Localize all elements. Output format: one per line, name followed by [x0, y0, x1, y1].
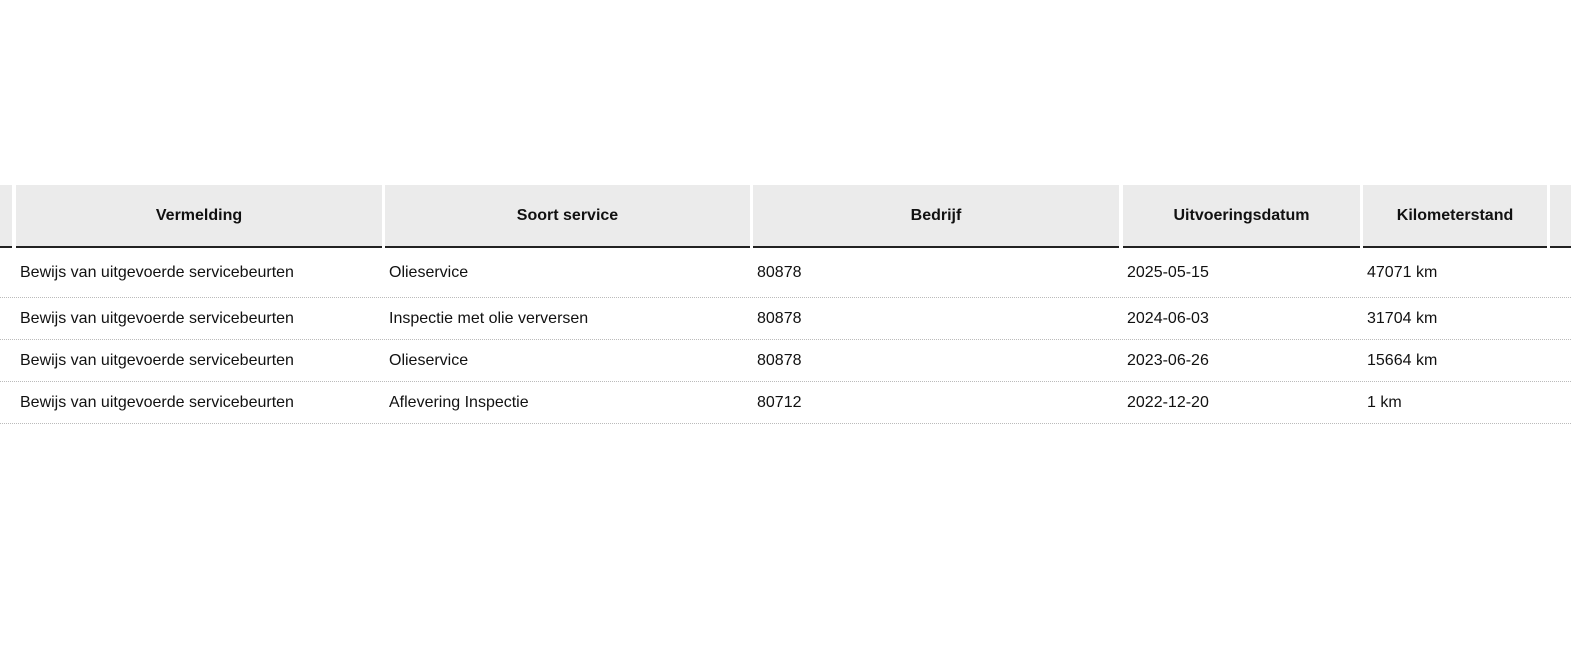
- table-row: Bewijs van uitgevoerde servicebeurten Oli…: [0, 248, 1571, 298]
- service-history-table: Vermelding Soort service Bedrijf Uitvoer…: [0, 185, 1571, 424]
- cell-uitvoeringsdatum: 2024-06-03: [1127, 309, 1209, 327]
- cell-kilometerstand: 31704 km: [1367, 309, 1438, 327]
- cell-vermelding: Bewijs van uitgevoerde servicebeurten: [20, 309, 294, 327]
- cell-soort-service: Inspectie met olie verversen: [389, 309, 589, 327]
- cell-vermelding: Bewijs van uitgevoerde servicebeurten: [20, 263, 294, 281]
- cell-vermelding: Bewijs van uitgevoerde servicebeurten: [20, 351, 294, 369]
- header-vermelding[interactable]: Vermelding: [16, 185, 382, 248]
- table-header: Vermelding Soort service Bedrijf Uitvoer…: [0, 185, 1571, 248]
- cell-soort-service: Olieservice: [389, 351, 469, 369]
- cell-vermelding: Bewijs van uitgevoerde servicebeurten: [20, 393, 294, 411]
- cell-uitvoeringsdatum: 2022-12-20: [1127, 393, 1209, 411]
- header-bedrijf[interactable]: Bedrijf: [753, 185, 1119, 248]
- cell-bedrijf: 80878: [757, 351, 802, 369]
- cell-kilometerstand: 1 km: [1367, 393, 1402, 411]
- cell-uitvoeringsdatum: 2023-06-26: [1127, 351, 1209, 369]
- cell-uitvoeringsdatum: 2025-05-15: [1127, 263, 1209, 281]
- cell-soort-service: Aflevering Inspectie: [389, 393, 529, 411]
- header-partial-right: [1550, 185, 1571, 248]
- header-uitvoeringsdatum[interactable]: Uitvoeringsdatum: [1123, 185, 1360, 248]
- cell-bedrijf: 80712: [757, 393, 802, 411]
- table-row: Bewijs van uitgevoerde servicebeurten Ins…: [0, 298, 1571, 340]
- table-row: Bewijs van uitgevoerde servicebeurten Afl…: [0, 382, 1571, 424]
- cell-kilometerstand: 15664 km: [1367, 351, 1438, 369]
- header-soort-service[interactable]: Soort service: [385, 185, 750, 248]
- cell-bedrijf: 80878: [757, 263, 802, 281]
- table-row: Bewijs van uitgevoerde servicebeurten Oli…: [0, 340, 1571, 382]
- cell-soort-service: Olieservice: [389, 263, 469, 281]
- header-partial-left: [0, 185, 12, 248]
- cell-bedrijf: 80878: [757, 309, 802, 327]
- header-kilometerstand[interactable]: Kilometerstand: [1363, 185, 1547, 248]
- cell-kilometerstand: 47071 km: [1367, 263, 1438, 281]
